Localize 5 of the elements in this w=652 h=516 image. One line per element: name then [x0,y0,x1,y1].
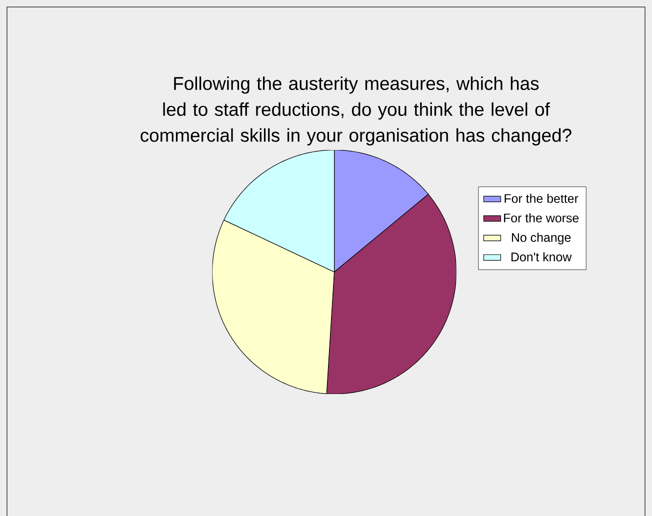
legend-label: For the worse [504,213,579,222]
legend-label: Don't know [511,252,572,262]
legend-label: For the better [504,194,578,203]
legend-label: No change [512,232,571,244]
chart-title: Following the austerity measures, which has led to staff reductions, do you think the level of commercial skills in your organisation has changed? [140,76,572,146]
